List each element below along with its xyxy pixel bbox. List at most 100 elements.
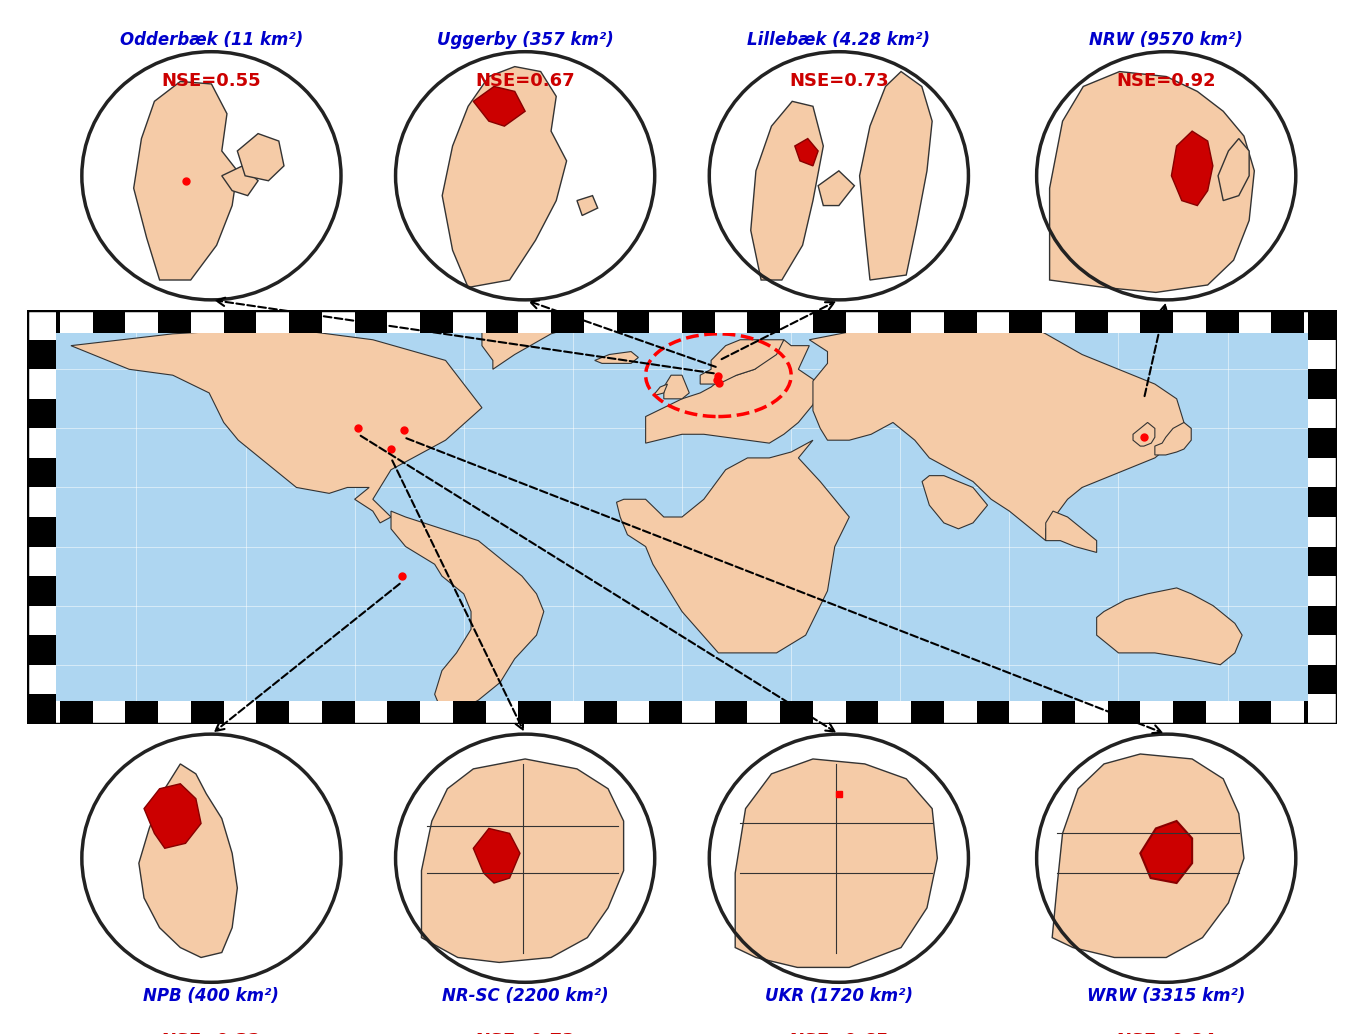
Bar (27, 340, 56, 369)
Bar (387, 701, 420, 724)
Bar (1108, 701, 1140, 724)
Bar (27, 665, 56, 694)
Bar (1308, 606, 1337, 635)
Polygon shape (664, 375, 689, 399)
Bar (289, 701, 322, 724)
Text: Odderbæk (11 km²): Odderbæk (11 km²) (120, 31, 303, 49)
Bar (322, 310, 355, 333)
Text: NPB (400 km²): NPB (400 km²) (143, 987, 280, 1005)
Bar (355, 701, 387, 724)
Bar (878, 701, 911, 724)
Bar (486, 310, 518, 333)
Polygon shape (595, 352, 638, 363)
Bar (191, 701, 224, 724)
Bar (1140, 310, 1173, 333)
Bar (27, 576, 56, 606)
Bar (60, 310, 93, 333)
Bar (1308, 428, 1337, 458)
Bar (1308, 635, 1337, 665)
Bar (93, 310, 125, 333)
Bar (617, 701, 649, 724)
Text: WRW (3315 km²): WRW (3315 km²) (1087, 987, 1245, 1005)
Polygon shape (577, 195, 597, 215)
Bar (93, 701, 125, 724)
Bar (125, 701, 158, 724)
Polygon shape (1046, 511, 1097, 552)
Bar (1239, 310, 1271, 333)
Bar (453, 701, 486, 724)
Bar (27, 701, 60, 724)
Text: NRW (9570 km²): NRW (9570 km²) (1090, 31, 1243, 49)
Text: NSE=0.84: NSE=0.84 (1116, 1032, 1217, 1034)
Bar (1308, 310, 1337, 340)
Bar (27, 428, 56, 458)
Polygon shape (700, 340, 784, 384)
Bar (27, 487, 56, 517)
Bar (780, 310, 813, 333)
Polygon shape (442, 66, 566, 287)
Bar (584, 701, 617, 724)
Bar (1308, 694, 1337, 724)
Text: NSE=0.65: NSE=0.65 (788, 1032, 889, 1034)
Bar (551, 310, 584, 333)
Bar (1042, 701, 1075, 724)
Text: UKR (1720 km²): UKR (1720 km²) (765, 987, 913, 1005)
Bar (1308, 547, 1337, 576)
Bar (1308, 458, 1337, 487)
Bar (1304, 310, 1337, 333)
Bar (911, 310, 944, 333)
Bar (649, 310, 682, 333)
Polygon shape (795, 139, 818, 165)
Bar (191, 310, 224, 333)
Bar (518, 701, 551, 724)
Bar (911, 701, 944, 724)
Bar (1239, 701, 1271, 724)
Polygon shape (1050, 71, 1255, 293)
Bar (1271, 310, 1304, 333)
Bar (1308, 576, 1337, 606)
Bar (1009, 701, 1042, 724)
Bar (518, 310, 551, 333)
Bar (1173, 310, 1206, 333)
Bar (1075, 701, 1108, 724)
Polygon shape (859, 71, 932, 280)
Polygon shape (735, 759, 937, 968)
Bar (1042, 310, 1075, 333)
Polygon shape (1140, 821, 1192, 883)
Bar (944, 310, 977, 333)
Bar (420, 310, 453, 333)
Polygon shape (1052, 754, 1244, 957)
Bar (977, 310, 1009, 333)
Bar (1308, 487, 1337, 517)
Bar (1308, 369, 1337, 399)
Bar (846, 701, 878, 724)
Bar (878, 310, 911, 333)
Bar (1308, 399, 1337, 428)
Bar (747, 701, 780, 724)
Bar (224, 701, 256, 724)
Bar (27, 399, 56, 428)
Bar (486, 701, 518, 724)
Bar (1173, 701, 1206, 724)
Text: NSE=0.55: NSE=0.55 (161, 72, 262, 90)
Bar (1140, 701, 1173, 724)
Bar (420, 701, 453, 724)
Bar (1308, 517, 1337, 547)
Polygon shape (922, 476, 988, 528)
Bar (158, 701, 191, 724)
Polygon shape (818, 171, 854, 206)
Polygon shape (1097, 588, 1243, 665)
Bar (27, 310, 56, 340)
Polygon shape (134, 82, 237, 280)
Bar (813, 701, 846, 724)
Polygon shape (809, 316, 1184, 541)
Polygon shape (145, 784, 201, 848)
Bar (27, 369, 56, 399)
Bar (1308, 340, 1337, 369)
Text: NSE=0.73: NSE=0.73 (475, 1032, 576, 1034)
Bar (1075, 310, 1108, 333)
Bar (224, 310, 256, 333)
Polygon shape (617, 440, 850, 652)
Bar (256, 701, 289, 724)
Bar (780, 701, 813, 724)
